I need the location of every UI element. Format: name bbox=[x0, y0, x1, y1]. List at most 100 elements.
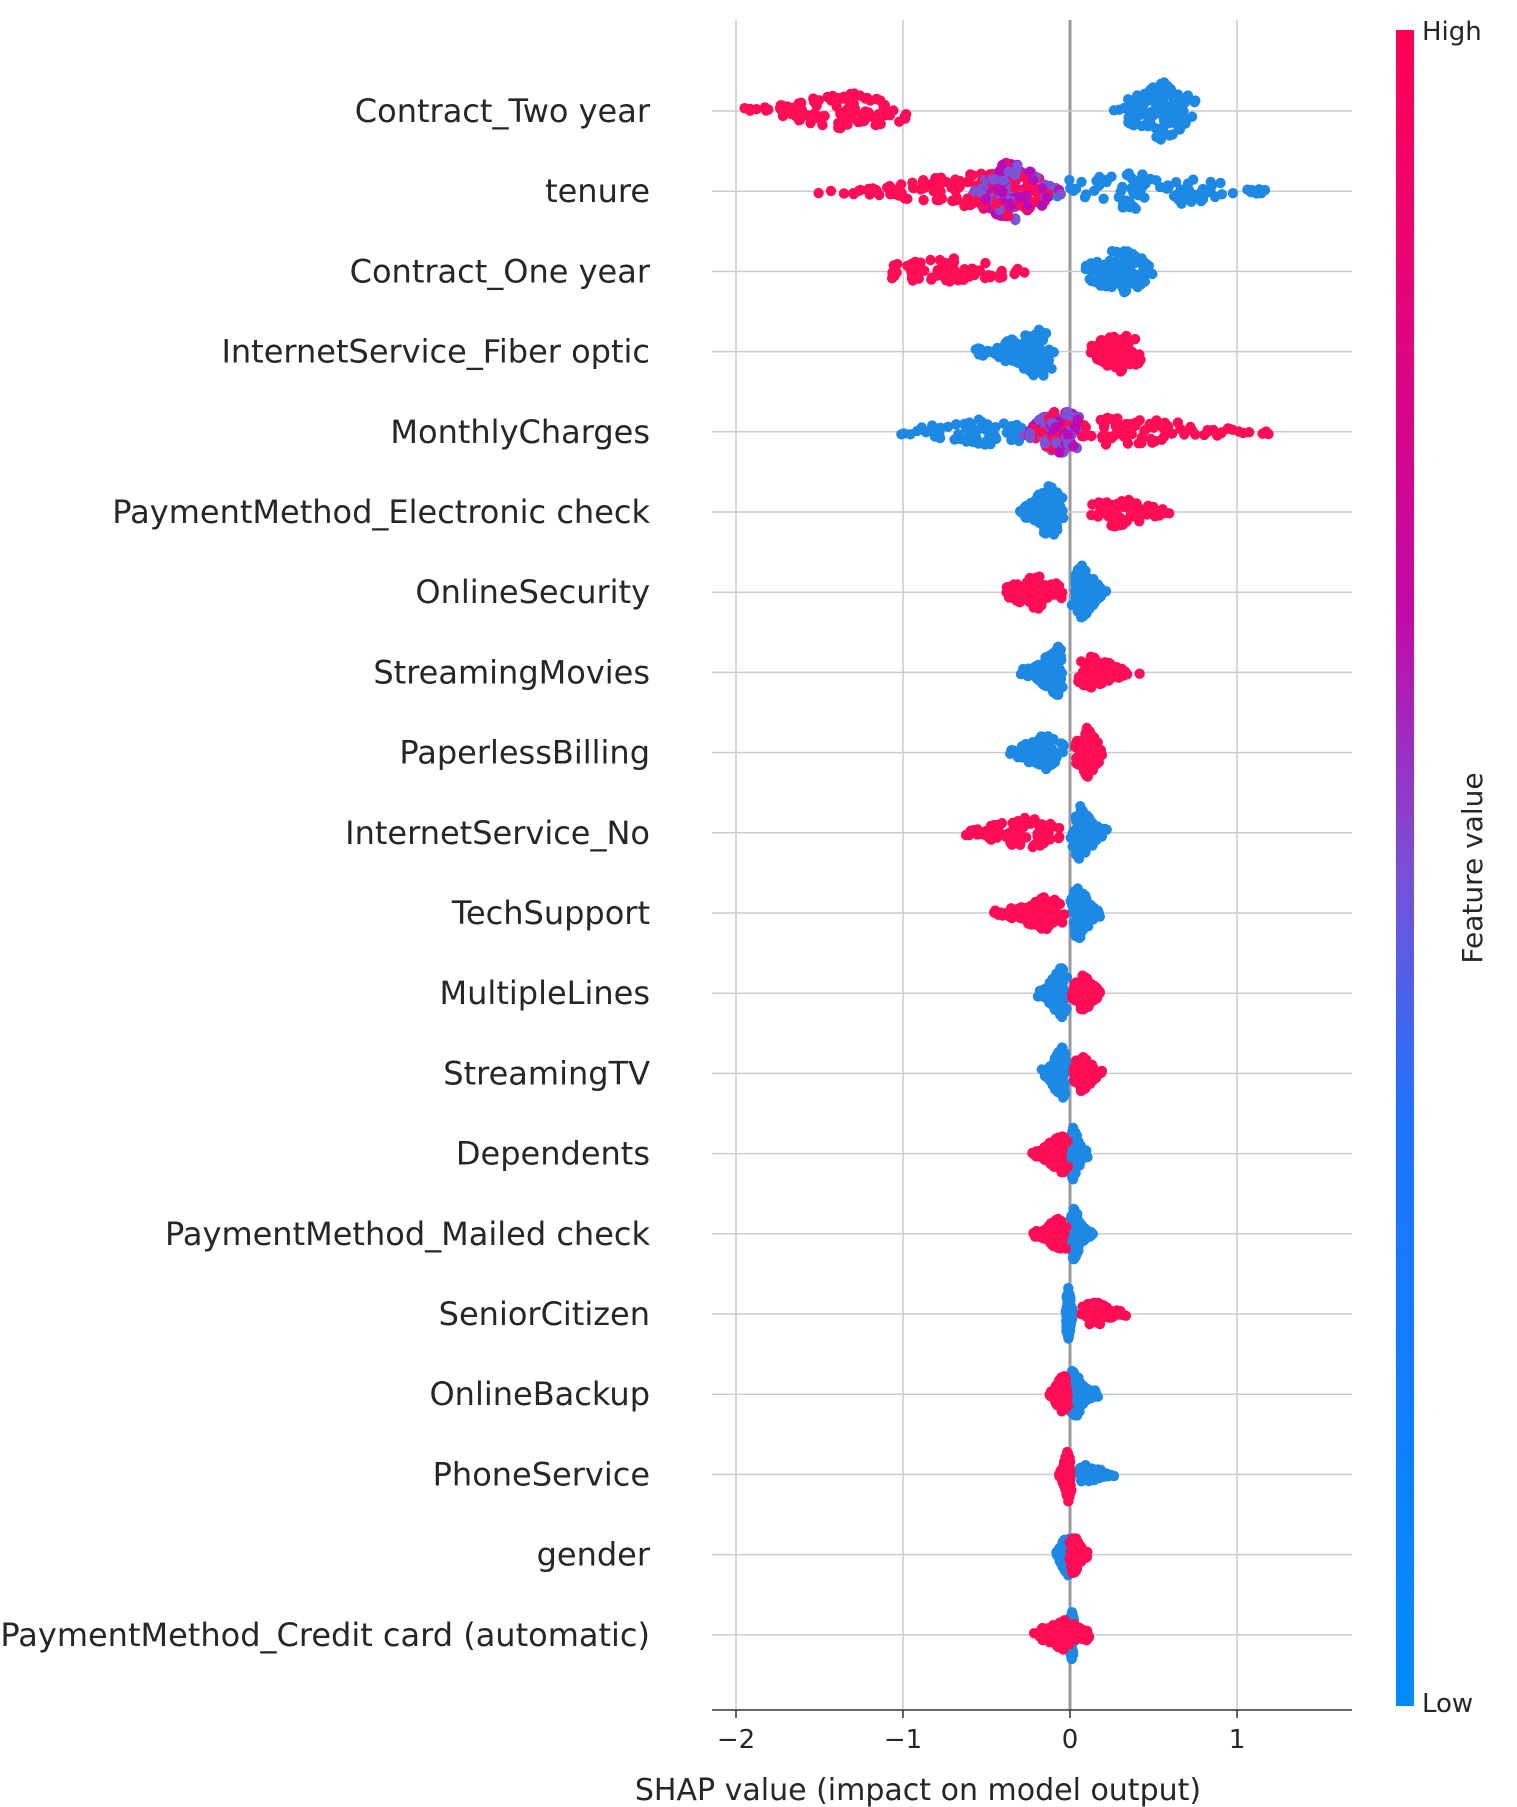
data-point bbox=[1215, 428, 1227, 439]
data-point bbox=[1036, 1624, 1047, 1635]
data-point bbox=[1002, 210, 1014, 222]
data-point bbox=[1075, 1393, 1086, 1405]
data-point bbox=[1039, 991, 1050, 1003]
data-point bbox=[1069, 1567, 1080, 1578]
feature-points-row bbox=[960, 801, 1112, 864]
data-point bbox=[1124, 512, 1136, 523]
data-point bbox=[853, 185, 865, 196]
data-point bbox=[1086, 676, 1098, 687]
data-point bbox=[870, 119, 881, 131]
data-point bbox=[1055, 1002, 1066, 1014]
data-point bbox=[1060, 1478, 1071, 1489]
data-point bbox=[1001, 831, 1012, 843]
data-point bbox=[1202, 426, 1213, 437]
feature-label: MultipleLines bbox=[440, 974, 650, 1012]
data-point bbox=[1008, 355, 1020, 366]
data-point bbox=[1072, 979, 1083, 990]
data-point bbox=[1050, 1396, 1061, 1407]
data-point bbox=[1172, 120, 1183, 131]
data-point bbox=[1070, 1251, 1081, 1262]
data-point bbox=[1259, 184, 1271, 196]
data-point bbox=[1041, 192, 1053, 203]
data-point bbox=[1105, 1312, 1116, 1323]
data-point bbox=[1049, 589, 1060, 600]
data-point bbox=[1012, 160, 1023, 172]
data-point bbox=[997, 159, 1008, 171]
data-point bbox=[1257, 428, 1268, 439]
data-point bbox=[1048, 408, 1059, 420]
data-point bbox=[1083, 817, 1095, 828]
data-point bbox=[1068, 1533, 1079, 1544]
x-tick-label: −2 bbox=[717, 1725, 755, 1755]
data-point bbox=[874, 189, 885, 201]
data-point bbox=[1206, 180, 1218, 191]
data-point bbox=[1054, 822, 1065, 834]
feature-label: PaymentMethod_Credit card (automatic) bbox=[0, 1616, 650, 1654]
data-point bbox=[1027, 593, 1039, 604]
data-point bbox=[994, 269, 1006, 280]
data-point bbox=[1147, 268, 1158, 280]
data-point bbox=[1053, 833, 1064, 844]
data-point bbox=[1133, 438, 1144, 449]
feature-points-row bbox=[896, 406, 1274, 458]
data-point bbox=[788, 102, 800, 113]
data-point bbox=[1081, 1635, 1092, 1646]
data-point bbox=[919, 265, 930, 276]
data-point bbox=[1078, 430, 1089, 442]
data-point bbox=[1068, 1208, 1079, 1220]
data-point bbox=[1013, 903, 1025, 914]
data-point bbox=[1117, 356, 1128, 368]
data-point bbox=[1046, 984, 1057, 995]
feature-label: PaymentMethod_Mailed check bbox=[165, 1215, 650, 1253]
data-point bbox=[1139, 177, 1151, 188]
grid-layer bbox=[712, 20, 1352, 1710]
feature-label: StreamingMovies bbox=[373, 653, 650, 691]
data-point bbox=[1074, 911, 1085, 922]
data-point bbox=[969, 264, 980, 276]
data-point bbox=[1238, 427, 1249, 439]
data-point bbox=[1005, 200, 1016, 211]
data-point bbox=[856, 109, 867, 121]
data-point bbox=[961, 264, 972, 276]
data-point bbox=[899, 111, 910, 122]
data-point bbox=[813, 95, 825, 106]
data-point bbox=[1139, 192, 1150, 203]
data-point bbox=[1178, 105, 1189, 117]
data-point bbox=[1009, 182, 1021, 194]
data-point bbox=[838, 113, 849, 124]
feature-points-row bbox=[813, 157, 1271, 226]
feature-label: OnlineSecurity bbox=[415, 573, 650, 611]
data-point bbox=[975, 827, 986, 838]
data-point bbox=[918, 182, 930, 194]
data-point bbox=[1154, 107, 1165, 118]
data-point bbox=[1134, 668, 1145, 679]
data-point bbox=[848, 100, 859, 111]
data-point bbox=[1079, 845, 1091, 857]
feature-labels-layer: Contract_Two year tenure Contract_One year… bbox=[0, 92, 650, 1654]
data-point bbox=[1044, 1637, 1056, 1648]
feature-points-row bbox=[1051, 1533, 1093, 1581]
data-point bbox=[996, 818, 1008, 829]
feature-label: SeniorCitizen bbox=[439, 1295, 650, 1333]
data-point bbox=[1033, 354, 1044, 366]
data-point bbox=[920, 427, 932, 438]
data-point bbox=[1028, 602, 1039, 613]
data-point bbox=[1037, 902, 1049, 913]
data-point bbox=[1076, 176, 1087, 188]
feature-points-row bbox=[739, 77, 1201, 145]
data-point bbox=[1015, 830, 1027, 841]
data-point bbox=[1053, 689, 1064, 700]
data-point bbox=[1081, 829, 1093, 840]
data-point bbox=[1072, 895, 1083, 906]
data-point bbox=[1105, 659, 1116, 670]
data-point bbox=[1104, 332, 1116, 343]
data-point bbox=[864, 189, 875, 200]
data-point bbox=[970, 344, 981, 355]
data-point bbox=[1020, 751, 1031, 762]
data-point bbox=[1101, 347, 1112, 358]
data-point bbox=[1086, 430, 1097, 442]
data-point bbox=[777, 110, 789, 122]
data-point bbox=[1209, 191, 1221, 203]
data-point bbox=[1073, 672, 1085, 683]
data-point bbox=[1052, 1627, 1064, 1638]
